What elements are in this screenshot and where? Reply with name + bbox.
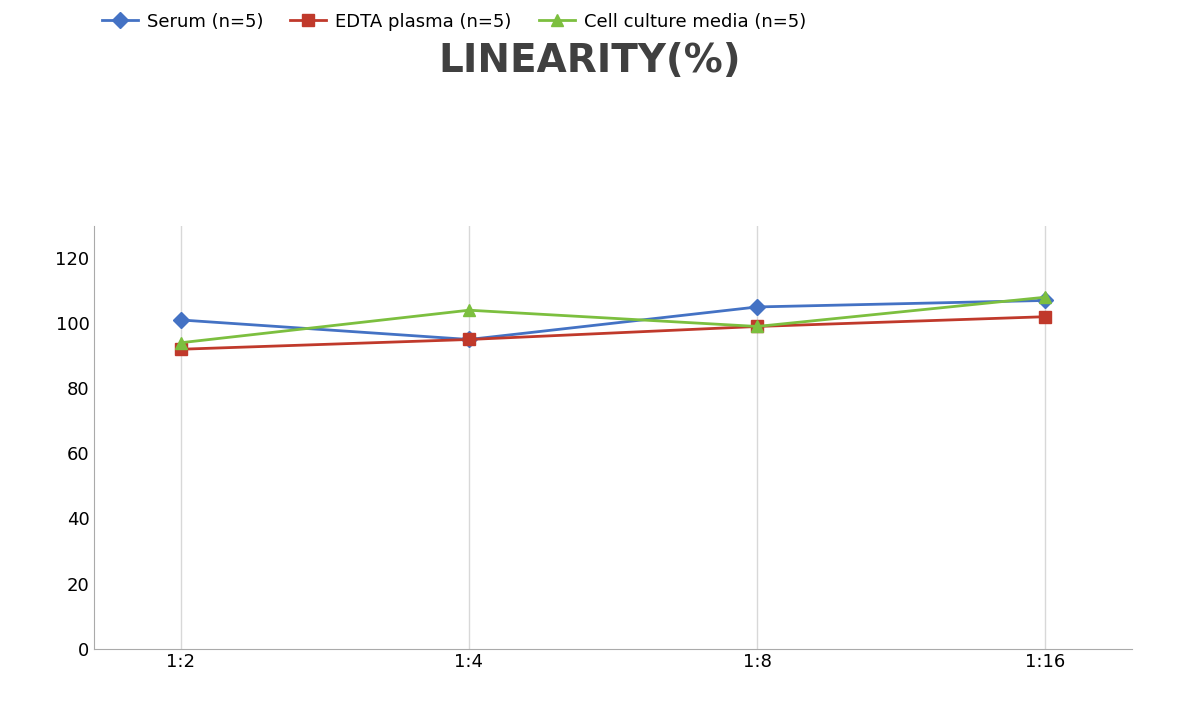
EDTA plasma (n=5): [750, 322, 764, 331]
Text: LINEARITY(%): LINEARITY(%): [439, 42, 740, 80]
Cell culture media (n=5): [750, 322, 764, 331]
Cell culture media (n=5): [462, 306, 476, 314]
EDTA plasma (n=5): [173, 345, 187, 353]
Line: EDTA plasma (n=5): EDTA plasma (n=5): [176, 311, 1050, 355]
Serum (n=5): [462, 336, 476, 344]
Cell culture media (n=5): [1039, 293, 1053, 302]
Line: Cell culture media (n=5): Cell culture media (n=5): [174, 291, 1052, 349]
Serum (n=5): [750, 302, 764, 311]
Cell culture media (n=5): [173, 338, 187, 347]
Legend: Serum (n=5), EDTA plasma (n=5), Cell culture media (n=5): Serum (n=5), EDTA plasma (n=5), Cell cul…: [94, 6, 814, 38]
Serum (n=5): [1039, 296, 1053, 305]
EDTA plasma (n=5): [1039, 312, 1053, 321]
Line: Serum (n=5): Serum (n=5): [176, 295, 1050, 345]
Serum (n=5): [173, 316, 187, 324]
EDTA plasma (n=5): [462, 336, 476, 344]
